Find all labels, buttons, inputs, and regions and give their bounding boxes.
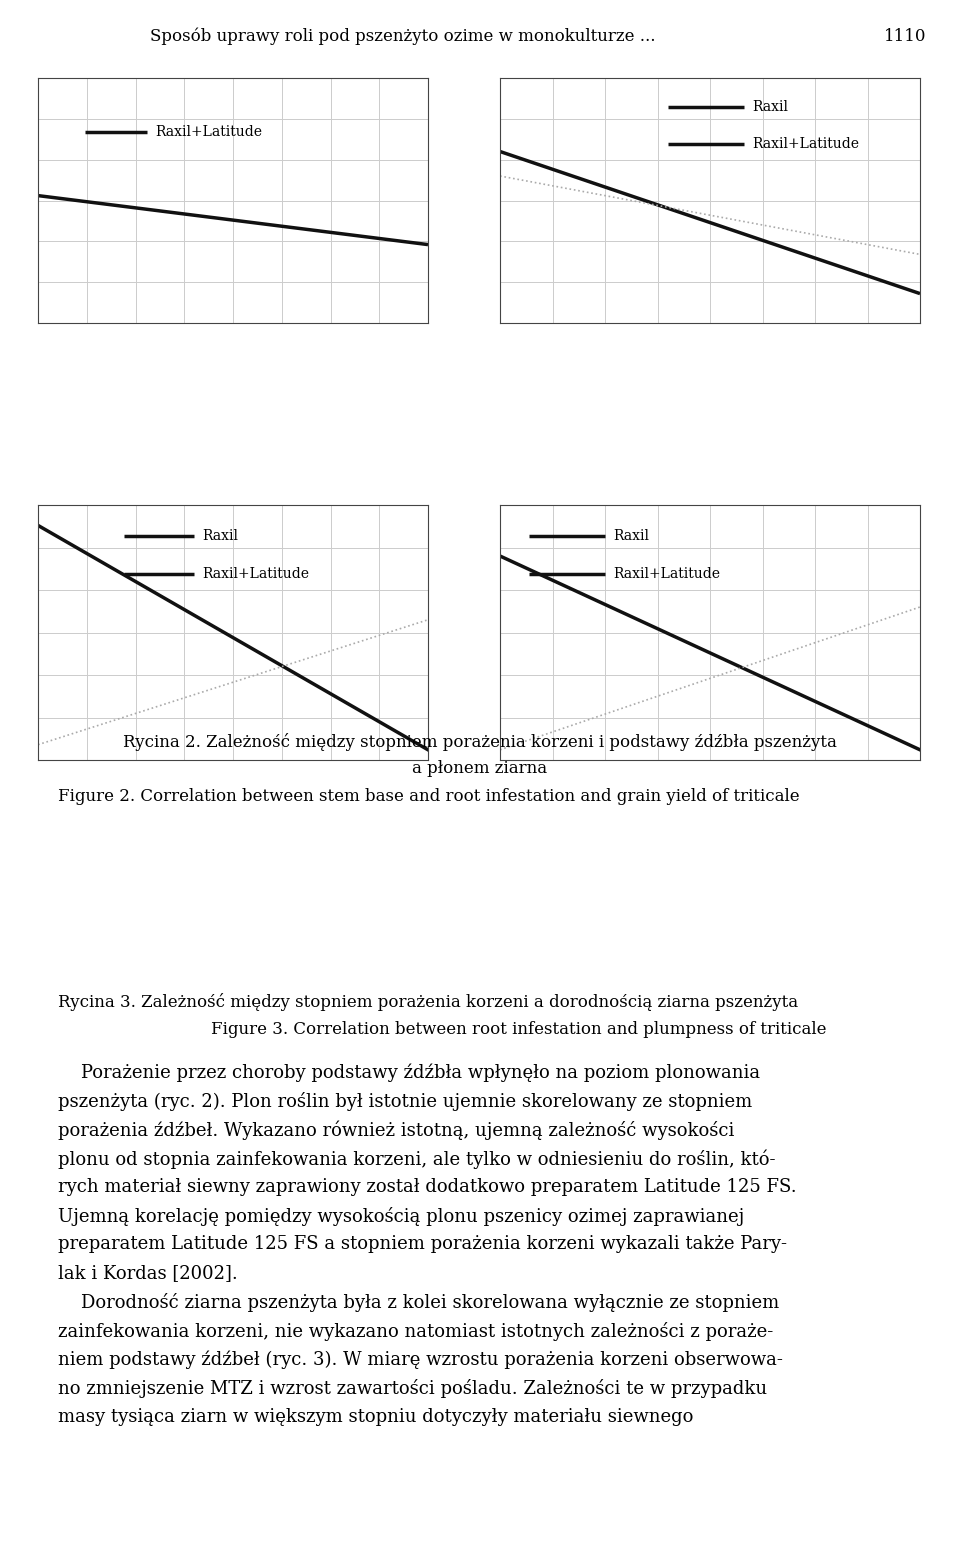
Text: Dorodność ziarna pszenżyta była z kolei skorelowana wyłącznie ze stopniem: Dorodność ziarna pszenżyta była z kolei … [58,1293,779,1311]
Text: Raxil+Latitude: Raxil+Latitude [752,137,859,151]
Text: Figure 2. Correlation between stem base and root infestation and grain yield of : Figure 2. Correlation between stem base … [58,788,800,805]
Text: Raxil+Latitude: Raxil+Latitude [202,566,309,580]
Text: Raxil: Raxil [752,101,788,115]
Text: Sposób uprawy roli pod pszenżyto ozime w monokulturze ...: Sposób uprawy roli pod pszenżyto ozime w… [151,28,656,45]
Text: Figure 3. Correlation between root infestation and plumpness of triticale: Figure 3. Correlation between root infes… [211,1021,827,1038]
Text: preparatem Latitude 125 FS a stopniem porażenia korzeni wykazali także Pary-: preparatem Latitude 125 FS a stopniem po… [58,1235,786,1254]
Text: Raxil+Latitude: Raxil+Latitude [155,124,262,138]
Text: a płonem ziarna: a płonem ziarna [413,760,547,778]
Text: Raxil+Latitude: Raxil+Latitude [613,566,720,580]
Text: zainfekowania korzeni, nie wykazano natomiast istotnych zależności z poraże-: zainfekowania korzeni, nie wykazano nato… [58,1321,773,1341]
Text: Raxil: Raxil [202,529,238,543]
Text: Rycina 2. Zależność między stopniem porażenia korzeni i podstawy źdźbła pszenżyt: Rycina 2. Zależność między stopniem pora… [123,733,837,751]
Text: Raxil: Raxil [613,529,649,543]
Text: niem podstawy źdźbeł (ryc. 3). W miarę wzrostu porażenia korzeni obserwowa-: niem podstawy źdźbeł (ryc. 3). W miarę w… [58,1350,782,1369]
Text: Rycina 3. Zależność między stopniem porażenia korzeni a dorodnością ziarna pszen: Rycina 3. Zależność między stopniem pora… [58,993,798,1012]
Text: porażenia źdźbeł. Wykazano również istotną, ujemną zależność wysokości: porażenia źdźbeł. Wykazano również istot… [58,1121,734,1141]
Text: pszenżyta (ryc. 2). Plon roślin był istotnie ujemnie skorelowany ze stopniem: pszenżyta (ryc. 2). Plon roślin był isto… [58,1093,752,1111]
Text: Porażenie przez choroby podstawy źdźbła wpłynęło na poziom plonowania: Porażenie przez choroby podstawy źdźbła … [58,1063,759,1082]
Text: no zmniejszenie MTZ i wzrost zawartości pośladu. Zależności te w przypadku: no zmniejszenie MTZ i wzrost zawartości … [58,1378,767,1398]
Text: 1110: 1110 [884,28,926,45]
Text: lak i Kordas [2002].: lak i Kordas [2002]. [58,1263,237,1282]
Text: rych materiał siewny zaprawiony został dodatkowo preparatem Latitude 125 FS.: rych materiał siewny zaprawiony został d… [58,1178,796,1197]
Text: plonu od stopnia zainfekowania korzeni, ale tylko w odniesieniu do roślin, któ-: plonu od stopnia zainfekowania korzeni, … [58,1148,775,1169]
Text: masy tysiąca ziarn w większym stopniu dotyczyły materiału siewnego: masy tysiąca ziarn w większym stopniu do… [58,1408,693,1426]
Text: Ujemną korelację pomiędzy wysokością plonu pszenicy ozimej zaprawianej: Ujemną korelację pomiędzy wysokością plo… [58,1207,744,1226]
